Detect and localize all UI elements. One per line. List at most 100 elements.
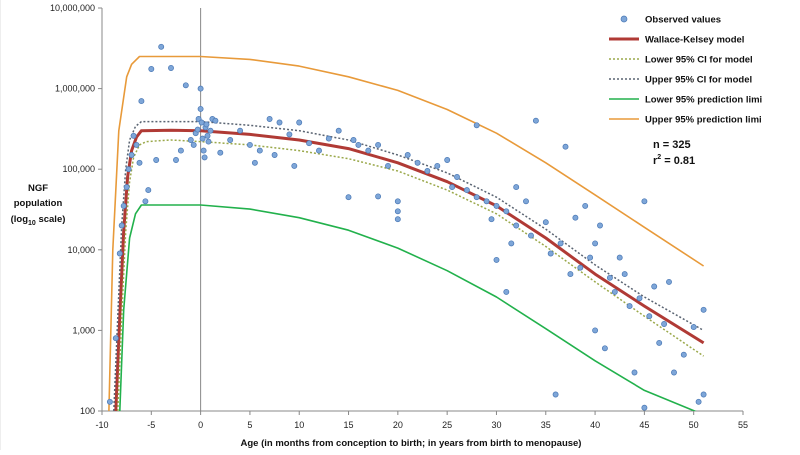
y-tick-label: 100,000: [62, 164, 95, 174]
observed-point: [547, 250, 554, 257]
observed-point: [473, 194, 480, 201]
legend-label: Upper 95% prediction limi: [645, 115, 762, 126]
x-tick-label: 25: [442, 420, 452, 430]
observed-point: [513, 184, 520, 191]
observed-point: [116, 250, 123, 257]
observed-point: [168, 65, 174, 71]
observed-point: [256, 147, 263, 154]
observed-point: [136, 159, 143, 166]
observed-point: [212, 117, 219, 124]
observed-point: [266, 116, 273, 122]
lower-95-ci-for-model-line: [117, 139, 705, 411]
observed-point: [404, 152, 411, 158]
observed-point: [375, 141, 382, 148]
observed-point: [197, 85, 204, 92]
observed-point: [656, 339, 663, 346]
observed-point: [125, 166, 132, 173]
observed-point: [153, 157, 160, 163]
y-tick-label: 10,000,000: [50, 3, 95, 13]
legend-marker: [620, 15, 628, 23]
upper-95-ci-for-model-line: [113, 120, 704, 411]
stats-box: n = 325 r2 = 0.81: [653, 139, 695, 167]
observed-point: [700, 391, 707, 398]
observed-point: [700, 306, 707, 313]
observed-point: [365, 147, 372, 154]
observed-point: [133, 141, 140, 148]
observed-point: [646, 313, 653, 320]
observed-point: [375, 193, 382, 200]
y-axis-log-subscript: 10: [28, 220, 36, 227]
y-axis-log-prefix: (log: [11, 214, 29, 225]
observed-point: [577, 264, 584, 271]
observed-point: [237, 127, 244, 134]
observed-point: [194, 126, 201, 133]
x-tick-label: 45: [639, 420, 649, 430]
legend-item-upper-95-ci-for-model: Upper 95% CI for model: [609, 75, 752, 86]
observed-point: [493, 256, 500, 263]
y-axis-log-suffix: scale): [36, 214, 66, 225]
observed-point: [291, 162, 298, 169]
legend-item-lower-95-prediction-limit: Lower 95% prediction limi: [609, 95, 762, 106]
legend-label: Lower 95% CI for model: [645, 55, 753, 66]
observed-point: [120, 202, 127, 209]
legend-label: Upper 95% CI for model: [645, 75, 752, 86]
observed-point: [587, 254, 594, 261]
observed-point: [611, 288, 618, 295]
x-tick-label: 5: [247, 420, 252, 430]
y-tick-label: 1,000: [72, 325, 95, 335]
observed-point: [631, 369, 638, 376]
observed-point: [616, 254, 623, 261]
observed-point: [493, 202, 500, 209]
y-tick-label: 100: [80, 406, 95, 416]
axes: [98, 7, 744, 415]
observed-point: [651, 283, 658, 290]
observed-point: [251, 159, 258, 166]
observed-point: [187, 137, 194, 143]
sample-size-label: n = 325: [653, 139, 691, 151]
observed-point: [217, 149, 224, 156]
observed-point: [621, 271, 628, 278]
x-tick-label: 15: [344, 420, 354, 430]
observed-point: [671, 369, 677, 376]
legend-item-upper-95-prediction-limit: Upper 95% prediction limi: [609, 115, 762, 126]
observed-point: [394, 198, 401, 205]
observed-point: [523, 198, 529, 205]
observed-point: [106, 398, 113, 405]
observed-point: [177, 147, 184, 154]
observed-point: [449, 184, 456, 191]
x-tick-label: 10: [294, 420, 304, 430]
observed-point: [454, 174, 460, 180]
observed-point: [246, 141, 253, 148]
observed-point: [335, 127, 342, 134]
observed-point: [597, 222, 603, 229]
observed-point: [666, 278, 672, 285]
r-squared-exponent: 2: [657, 154, 661, 161]
observed-point: [508, 240, 515, 247]
observed-point: [271, 152, 278, 158]
legend: Observed values Wallace-Kelsey model Lower…: [609, 15, 762, 126]
observed-point: [201, 154, 208, 161]
observed-point: [355, 141, 362, 148]
y-axis-title-line-1: NGF: [28, 183, 48, 194]
observed-point: [592, 327, 599, 334]
legend-label: Lower 95% prediction limi: [645, 95, 762, 106]
observed-point: [552, 391, 559, 398]
x-tick-label: 50: [689, 420, 699, 430]
observed-point: [463, 187, 470, 194]
x-tick-label: 0: [198, 420, 203, 430]
observed-point: [695, 398, 702, 405]
observed-point: [385, 162, 391, 169]
observed-point: [562, 143, 569, 150]
x-axis-title: Age (in months from conception to birth;…: [241, 438, 582, 449]
observed-point: [325, 135, 332, 142]
y-axis-title-line-2: population: [14, 198, 63, 209]
x-tick-label: -5: [147, 420, 155, 430]
observed-point: [182, 82, 189, 89]
x-tick-label: 40: [590, 420, 600, 430]
observed-point: [207, 127, 214, 134]
observed-point: [142, 198, 149, 205]
observed-point: [148, 66, 155, 72]
observed-point: [592, 240, 599, 247]
observed-point: [601, 345, 608, 352]
